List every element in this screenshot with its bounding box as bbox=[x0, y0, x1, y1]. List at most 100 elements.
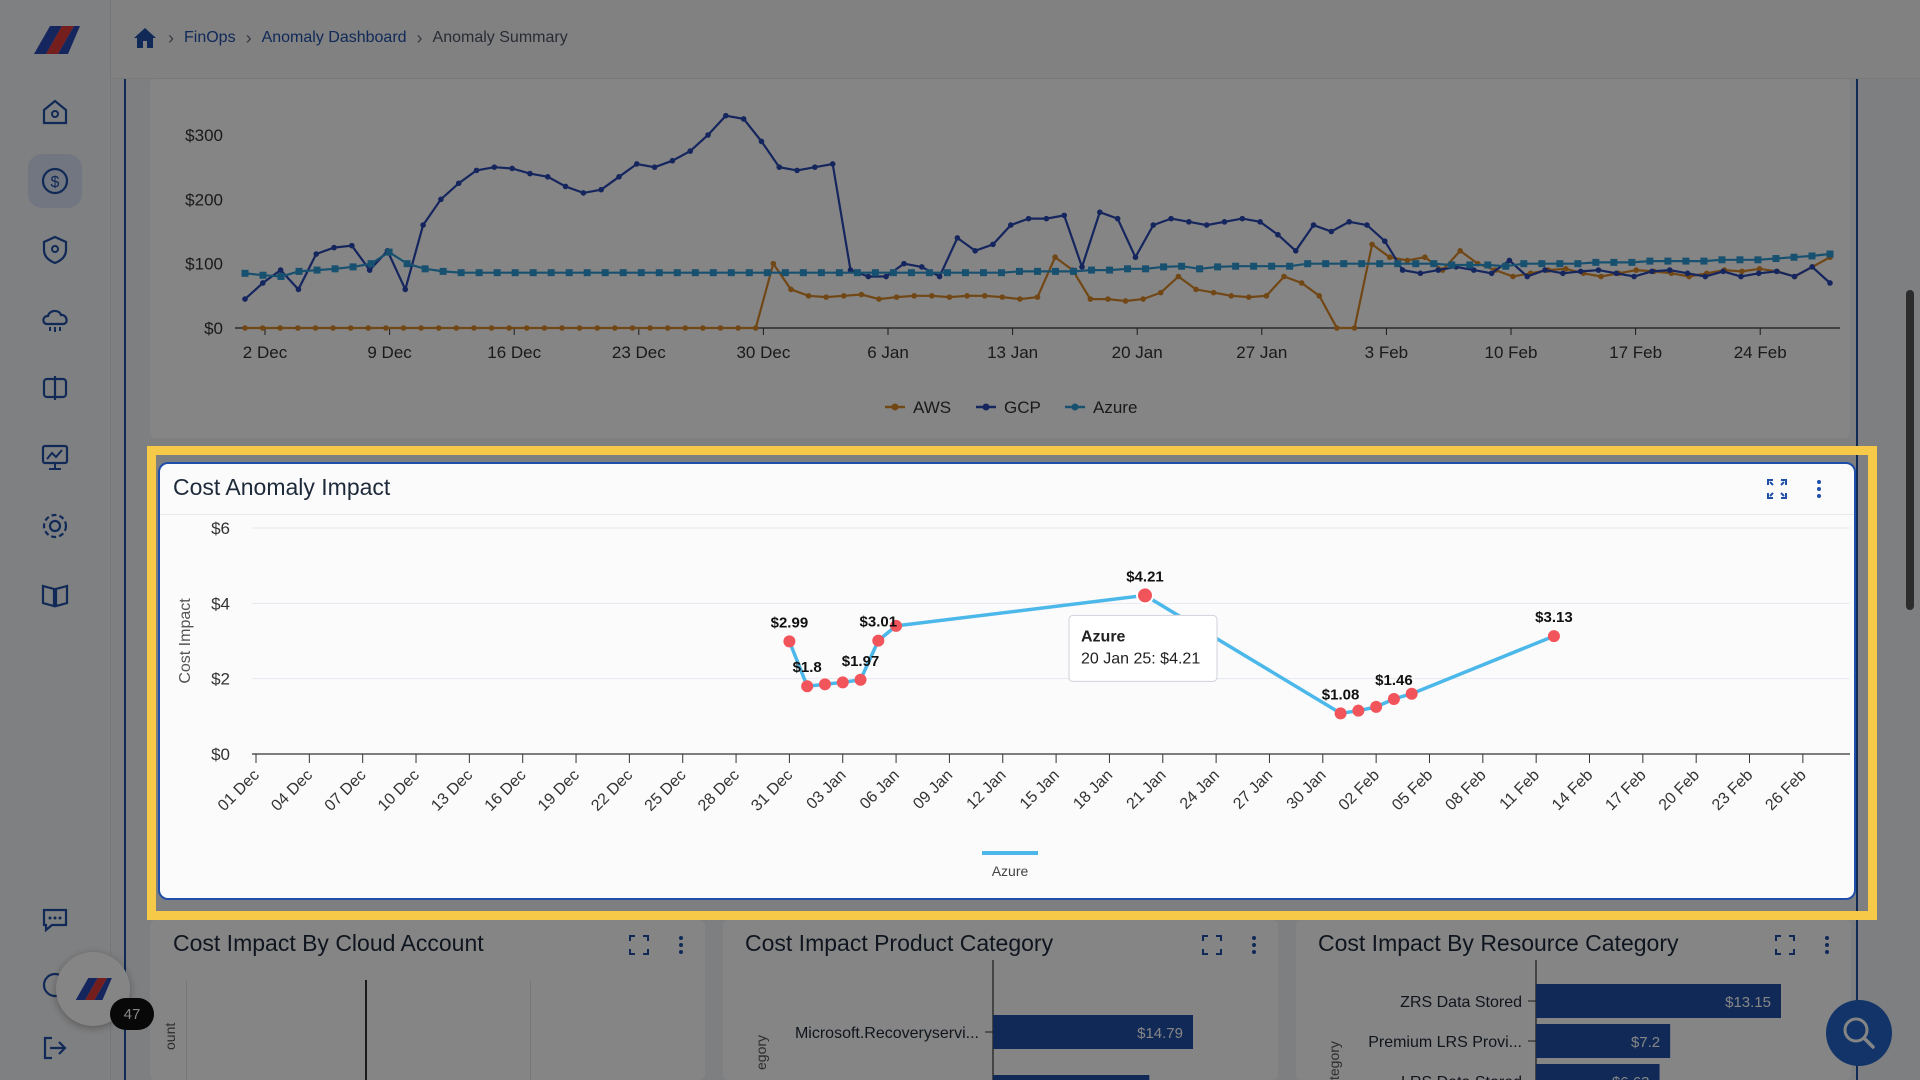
sidebar-item-split[interactable] bbox=[28, 361, 82, 415]
data-label: $1.97 bbox=[842, 653, 880, 670]
data-point bbox=[1025, 215, 1032, 222]
sidebar-item-cloud[interactable] bbox=[28, 292, 82, 346]
data-point bbox=[1595, 267, 1602, 273]
breadcrumb-finops[interactable]: FinOps bbox=[184, 29, 236, 46]
dollar-icon: $ bbox=[41, 167, 69, 195]
sidebar-item-cost[interactable]: $ bbox=[28, 154, 82, 208]
data-point bbox=[1772, 255, 1780, 263]
data-label: $1.08 bbox=[1322, 686, 1360, 703]
data-point bbox=[385, 248, 393, 256]
data-point bbox=[1376, 260, 1384, 268]
data-point bbox=[1228, 293, 1235, 299]
top-bar: › FinOps › Anomaly Dashboard › Anomaly S… bbox=[110, 0, 1920, 79]
data-point bbox=[823, 294, 829, 300]
more-vertical-icon[interactable] bbox=[1808, 478, 1830, 500]
data-point bbox=[1310, 222, 1317, 228]
scrollbar-thumb[interactable] bbox=[1906, 290, 1914, 610]
data-point bbox=[1684, 270, 1691, 277]
y-tick-label: $0 bbox=[204, 319, 223, 338]
data-point bbox=[901, 260, 907, 267]
data-point bbox=[1239, 215, 1246, 222]
data-point bbox=[1664, 257, 1672, 265]
x-tick-label: 08 Feb bbox=[1442, 767, 1489, 814]
data-point bbox=[439, 267, 447, 275]
home-icon[interactable] bbox=[132, 26, 158, 50]
sidebar-item-reports[interactable] bbox=[28, 430, 82, 484]
data-point bbox=[1646, 257, 1654, 265]
data-point bbox=[1263, 293, 1270, 299]
bar-value-label: $14.79 bbox=[1137, 1025, 1183, 1042]
data-point bbox=[1791, 273, 1798, 280]
x-tick-label: 24 Jan bbox=[1177, 767, 1223, 813]
data-point bbox=[598, 186, 604, 193]
data-point bbox=[241, 269, 249, 277]
data-point bbox=[619, 269, 627, 277]
data-point bbox=[455, 180, 462, 187]
sidebar-item-docs[interactable] bbox=[28, 568, 82, 622]
data-point bbox=[1381, 238, 1388, 244]
sidebar-item-home[interactable] bbox=[28, 85, 82, 139]
data-point bbox=[1214, 263, 1222, 271]
x-tick-label: 09 Jan bbox=[910, 767, 956, 813]
expand-icon[interactable] bbox=[1201, 934, 1223, 956]
data-point bbox=[580, 190, 587, 196]
data-point bbox=[890, 619, 903, 632]
bar-value-label: $13.15 bbox=[1725, 994, 1771, 1011]
data-point bbox=[1070, 267, 1078, 275]
expand-icon[interactable] bbox=[1766, 478, 1788, 500]
data-point bbox=[1702, 273, 1709, 280]
sidebar-item-settings[interactable] bbox=[28, 499, 82, 553]
data-point bbox=[943, 269, 951, 277]
data-point bbox=[1754, 256, 1762, 264]
y-tick-label: $6 bbox=[211, 519, 230, 538]
data-point bbox=[1140, 296, 1146, 302]
more-vertical-icon[interactable] bbox=[1243, 934, 1265, 956]
data-point bbox=[1364, 222, 1370, 228]
sidebar: $ bbox=[0, 0, 111, 1080]
data-point bbox=[1471, 267, 1477, 273]
gear-icon bbox=[42, 513, 68, 539]
more-vertical-icon[interactable] bbox=[1816, 934, 1838, 956]
data-point bbox=[418, 325, 424, 331]
category-label: LRS Data Stored bbox=[1401, 1074, 1522, 1080]
sidebar-item-security[interactable] bbox=[28, 223, 82, 277]
data-point bbox=[1281, 273, 1287, 280]
sidebar-item-chat[interactable] bbox=[28, 892, 82, 946]
data-point bbox=[770, 260, 777, 267]
data-point bbox=[493, 269, 501, 277]
search-button[interactable] bbox=[1826, 1000, 1892, 1066]
data-point bbox=[1232, 262, 1240, 270]
data-point bbox=[331, 265, 339, 273]
data-point bbox=[435, 325, 442, 331]
expand-icon[interactable] bbox=[1774, 934, 1796, 956]
data-point bbox=[936, 273, 943, 280]
data-point bbox=[1088, 266, 1096, 274]
data-point bbox=[1739, 268, 1745, 275]
x-tick-label: 17 Feb bbox=[1609, 343, 1662, 362]
data-point bbox=[313, 266, 321, 274]
data-point bbox=[366, 267, 373, 273]
data-point bbox=[1007, 222, 1014, 228]
data-point bbox=[1488, 270, 1495, 277]
breadcrumb-anomaly-dashboard[interactable]: Anomaly Dashboard bbox=[261, 29, 407, 46]
data-point bbox=[865, 273, 872, 280]
bar-value-label: $6.63 bbox=[1612, 1074, 1650, 1080]
y-axis-label: Cost Impact bbox=[177, 598, 194, 684]
data-point bbox=[1334, 707, 1347, 720]
data-point bbox=[893, 294, 900, 300]
data-point bbox=[295, 286, 302, 293]
svg-text:$: $ bbox=[51, 174, 60, 191]
expand-icon[interactable] bbox=[628, 934, 650, 956]
more-vertical-icon[interactable] bbox=[670, 934, 692, 956]
x-tick-label: 13 Jan bbox=[987, 343, 1038, 362]
data-point bbox=[745, 269, 753, 277]
data-point bbox=[1417, 270, 1424, 277]
tooltip-box bbox=[1068, 614, 1218, 682]
data-point bbox=[1178, 262, 1186, 270]
sidebar-item-logout[interactable] bbox=[28, 1021, 82, 1075]
data-point bbox=[1405, 687, 1418, 700]
trend-chart: $300 $200 $100 $0 2 Dec 9 Dec 16 Dec 23 Dec 30 … bbox=[185, 112, 1840, 417]
data-point bbox=[1574, 260, 1582, 268]
app-logo[interactable] bbox=[28, 20, 84, 60]
data-point bbox=[1809, 264, 1815, 270]
